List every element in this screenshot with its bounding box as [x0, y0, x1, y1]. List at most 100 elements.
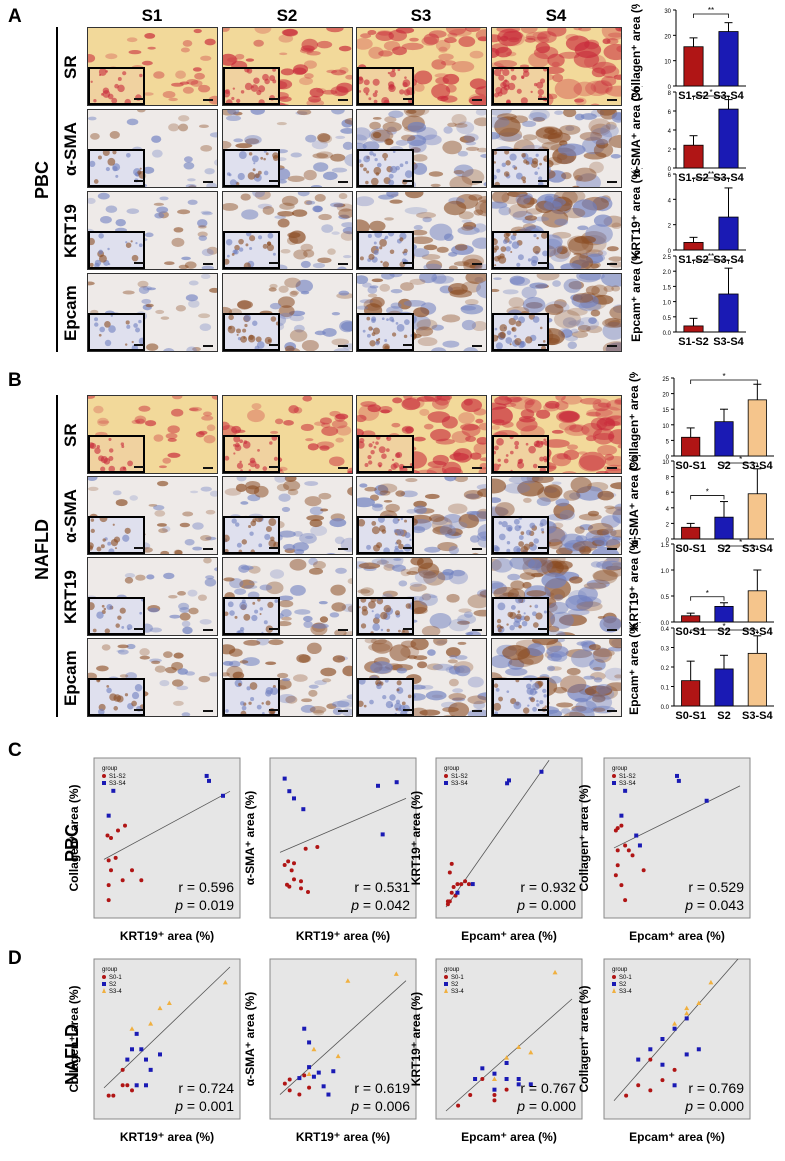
data-point — [447, 899, 452, 904]
row-label-pbc-3: Epcam — [61, 285, 80, 341]
inset-magnified-view — [357, 596, 416, 635]
data-point — [480, 1066, 485, 1071]
histology-image-nafld-α-sma-s4 — [491, 476, 622, 555]
data-point — [286, 859, 291, 864]
data-point — [302, 1026, 307, 1031]
correlation-r: r = 0.529 — [688, 879, 744, 895]
scale-bar — [472, 99, 482, 101]
data-point — [630, 853, 635, 858]
bar-chart-nafld-2: KRT19⁺ area (%) 0.0 0.5 1.0 1.5 S0-S1 S2 S3-S4 *… — [627, 536, 778, 638]
significance-label: * — [709, 88, 712, 97]
data-point — [623, 898, 628, 903]
data-point — [287, 1077, 292, 1082]
data-point — [301, 807, 306, 812]
scatter-plot-nafld-1: α-SMA⁺ area (%) KRT19⁺ area (%) r = 0.619 p… — [240, 955, 420, 1155]
histology-image-pbc-krt19-s2 — [222, 191, 353, 270]
y-tick-label: 0 — [668, 167, 672, 173]
y-tick-label: 0.5 — [663, 316, 672, 322]
p-value: p = 0.043 — [684, 897, 744, 913]
p-value: p = 0.042 — [350, 897, 410, 913]
data-point — [492, 1098, 497, 1103]
y-tick-label: 1.5 — [661, 543, 670, 549]
bar — [747, 399, 767, 457]
y-tick-label: 6 — [668, 110, 672, 116]
y-tick-label: 2 — [668, 148, 672, 154]
scatter-plot-nafld-3: Collagen⁺ area (%) Epcam⁺ area (%) group S0… — [574, 955, 754, 1155]
scatter-ylabel: α-SMA⁺ area (%) — [243, 992, 257, 1086]
data-point — [139, 878, 144, 883]
inset-magnified-view — [492, 678, 549, 716]
histology-image-pbc-epcam-s4 — [491, 273, 622, 352]
scale-bar — [203, 345, 213, 347]
data-point — [130, 868, 134, 873]
data-point — [615, 826, 620, 831]
inset-scale-bar — [403, 466, 413, 468]
data-point — [660, 1078, 665, 1083]
histology-image-nafld-krt19-s1 — [87, 557, 218, 636]
bar — [747, 652, 767, 707]
y-tick-label: 0 — [668, 249, 672, 255]
legend-entry: S2 — [619, 982, 627, 988]
data-point — [204, 773, 209, 778]
scatter-plot-pbc-2: KRT19⁺ area (%) Epcam⁺ area (%) group S1-S2… — [406, 754, 586, 954]
data-point — [292, 796, 296, 801]
data-point — [456, 1103, 461, 1108]
data-point — [516, 1044, 522, 1049]
data-point — [106, 1093, 111, 1098]
scatter-ylabel: Collagen⁺ area (%) — [577, 784, 591, 891]
inset-scale-bar — [269, 344, 279, 346]
inset-scale-bar — [269, 180, 279, 182]
data-point — [619, 883, 624, 888]
histology-image-pbc-krt19-s1 — [87, 191, 218, 270]
regression-line — [103, 790, 231, 860]
data-point — [672, 1021, 678, 1026]
data-point — [106, 883, 111, 888]
data-point — [466, 882, 471, 887]
data-point — [463, 879, 468, 884]
y-tick-label: 0 — [666, 538, 670, 544]
inset-scale-bar — [134, 547, 144, 549]
histology-image-pbc-sr-s3 — [356, 27, 487, 106]
bar — [714, 516, 734, 540]
scale-bar — [203, 467, 213, 469]
regression-line — [445, 998, 573, 1112]
inset-scale-bar — [134, 262, 144, 264]
correlation-r: r = 0.596 — [178, 879, 234, 895]
category-label: S3-S4 — [713, 172, 744, 184]
scale-bar — [338, 99, 348, 101]
scale-bar — [203, 710, 213, 712]
inset-magnified-view — [357, 677, 414, 716]
scale-bar — [607, 467, 617, 469]
bar — [681, 436, 701, 457]
bar — [683, 144, 704, 169]
data-point — [675, 773, 679, 778]
data-point — [139, 1047, 144, 1052]
data-point — [684, 1052, 689, 1057]
scale-bar — [472, 467, 482, 469]
data-point — [111, 788, 116, 793]
inset-magnified-view — [357, 313, 414, 351]
bar — [718, 108, 739, 169]
y-tick-label: 0.0 — [661, 705, 670, 711]
legend-entry: S1-S2 — [451, 774, 468, 780]
inset-magnified-view — [357, 515, 414, 554]
histology-image-nafld-α-sma-s3 — [356, 476, 487, 555]
correlation-r: r = 0.767 — [520, 1080, 576, 1096]
scatter-ylabel: α-SMA⁺ area (%) — [243, 791, 257, 885]
inset-magnified-view — [357, 435, 414, 473]
bar — [683, 46, 704, 87]
bar-chart-ylabel: Collagen⁺ area (%) — [630, 4, 643, 102]
inset-scale-bar — [269, 98, 279, 100]
data-point — [552, 969, 558, 975]
histology-image-pbc-α-sma-s2 — [222, 109, 353, 188]
data-point — [660, 1062, 665, 1067]
y-tick-label: 20 — [662, 393, 669, 399]
correlation-r: r = 0.531 — [354, 879, 410, 895]
y-tick-label: 6 — [666, 491, 670, 497]
data-point — [672, 1026, 677, 1031]
data-point — [221, 793, 225, 798]
data-point — [302, 1073, 307, 1078]
data-point — [504, 1061, 509, 1065]
histology-image-nafld-α-sma-s2 — [222, 476, 353, 555]
inset-magnified-view — [223, 597, 280, 635]
